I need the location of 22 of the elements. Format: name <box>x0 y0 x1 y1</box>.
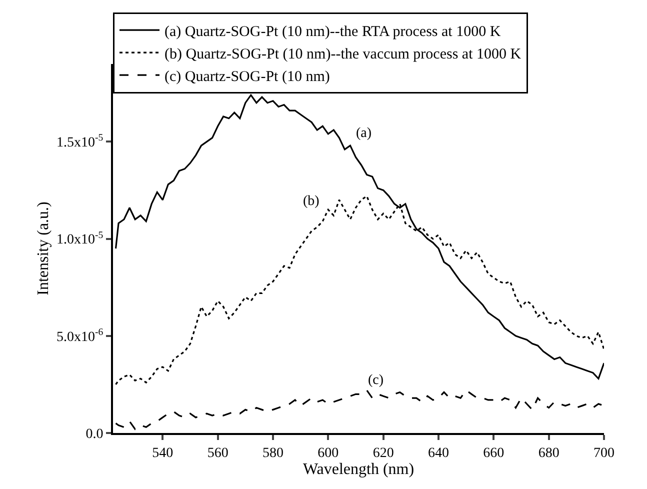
x-tick-label: 600 <box>318 446 339 461</box>
legend-label: (c) Quartz-SOG-Pt (10 nm) <box>164 68 330 85</box>
x-axis-title: Wavelength (nm) <box>302 460 414 478</box>
y-tick-label: 0.0 <box>86 426 104 442</box>
annotation: (a) <box>356 126 372 141</box>
line-series <box>114 389 604 430</box>
legend-label: (a) Quartz-SOG-Pt (10 nm)--the RTA process at 1000 K <box>164 24 501 40</box>
x-tick-label: 640 <box>428 446 449 461</box>
y-tick-label: 1.5x10$^{-5}$ <box>56 132 104 151</box>
annotation: (b) <box>303 194 320 209</box>
x-tick-label: 620 <box>372 446 394 461</box>
x-tick-label: 700 <box>594 446 614 461</box>
x-tick-label: 540 <box>152 446 174 461</box>
y-tick-label: 5.0x10$^{-6}$ <box>56 326 104 345</box>
y-tick-label: 1.0x10$^{-5}$ <box>56 230 104 248</box>
x-tick-label: 660 <box>483 446 504 461</box>
y-axis-title: Intensity (a.u.) <box>34 202 52 296</box>
x-tick-label: 560 <box>207 446 228 461</box>
legend-label: (b) Quartz-SOG-Pt (10 nm)--the vaccum process at 1000 K <box>164 46 522 62</box>
x-tick-label: 580 <box>262 446 284 461</box>
annotation: (c) <box>368 373 384 388</box>
x-tick-label: 680 <box>538 446 560 461</box>
